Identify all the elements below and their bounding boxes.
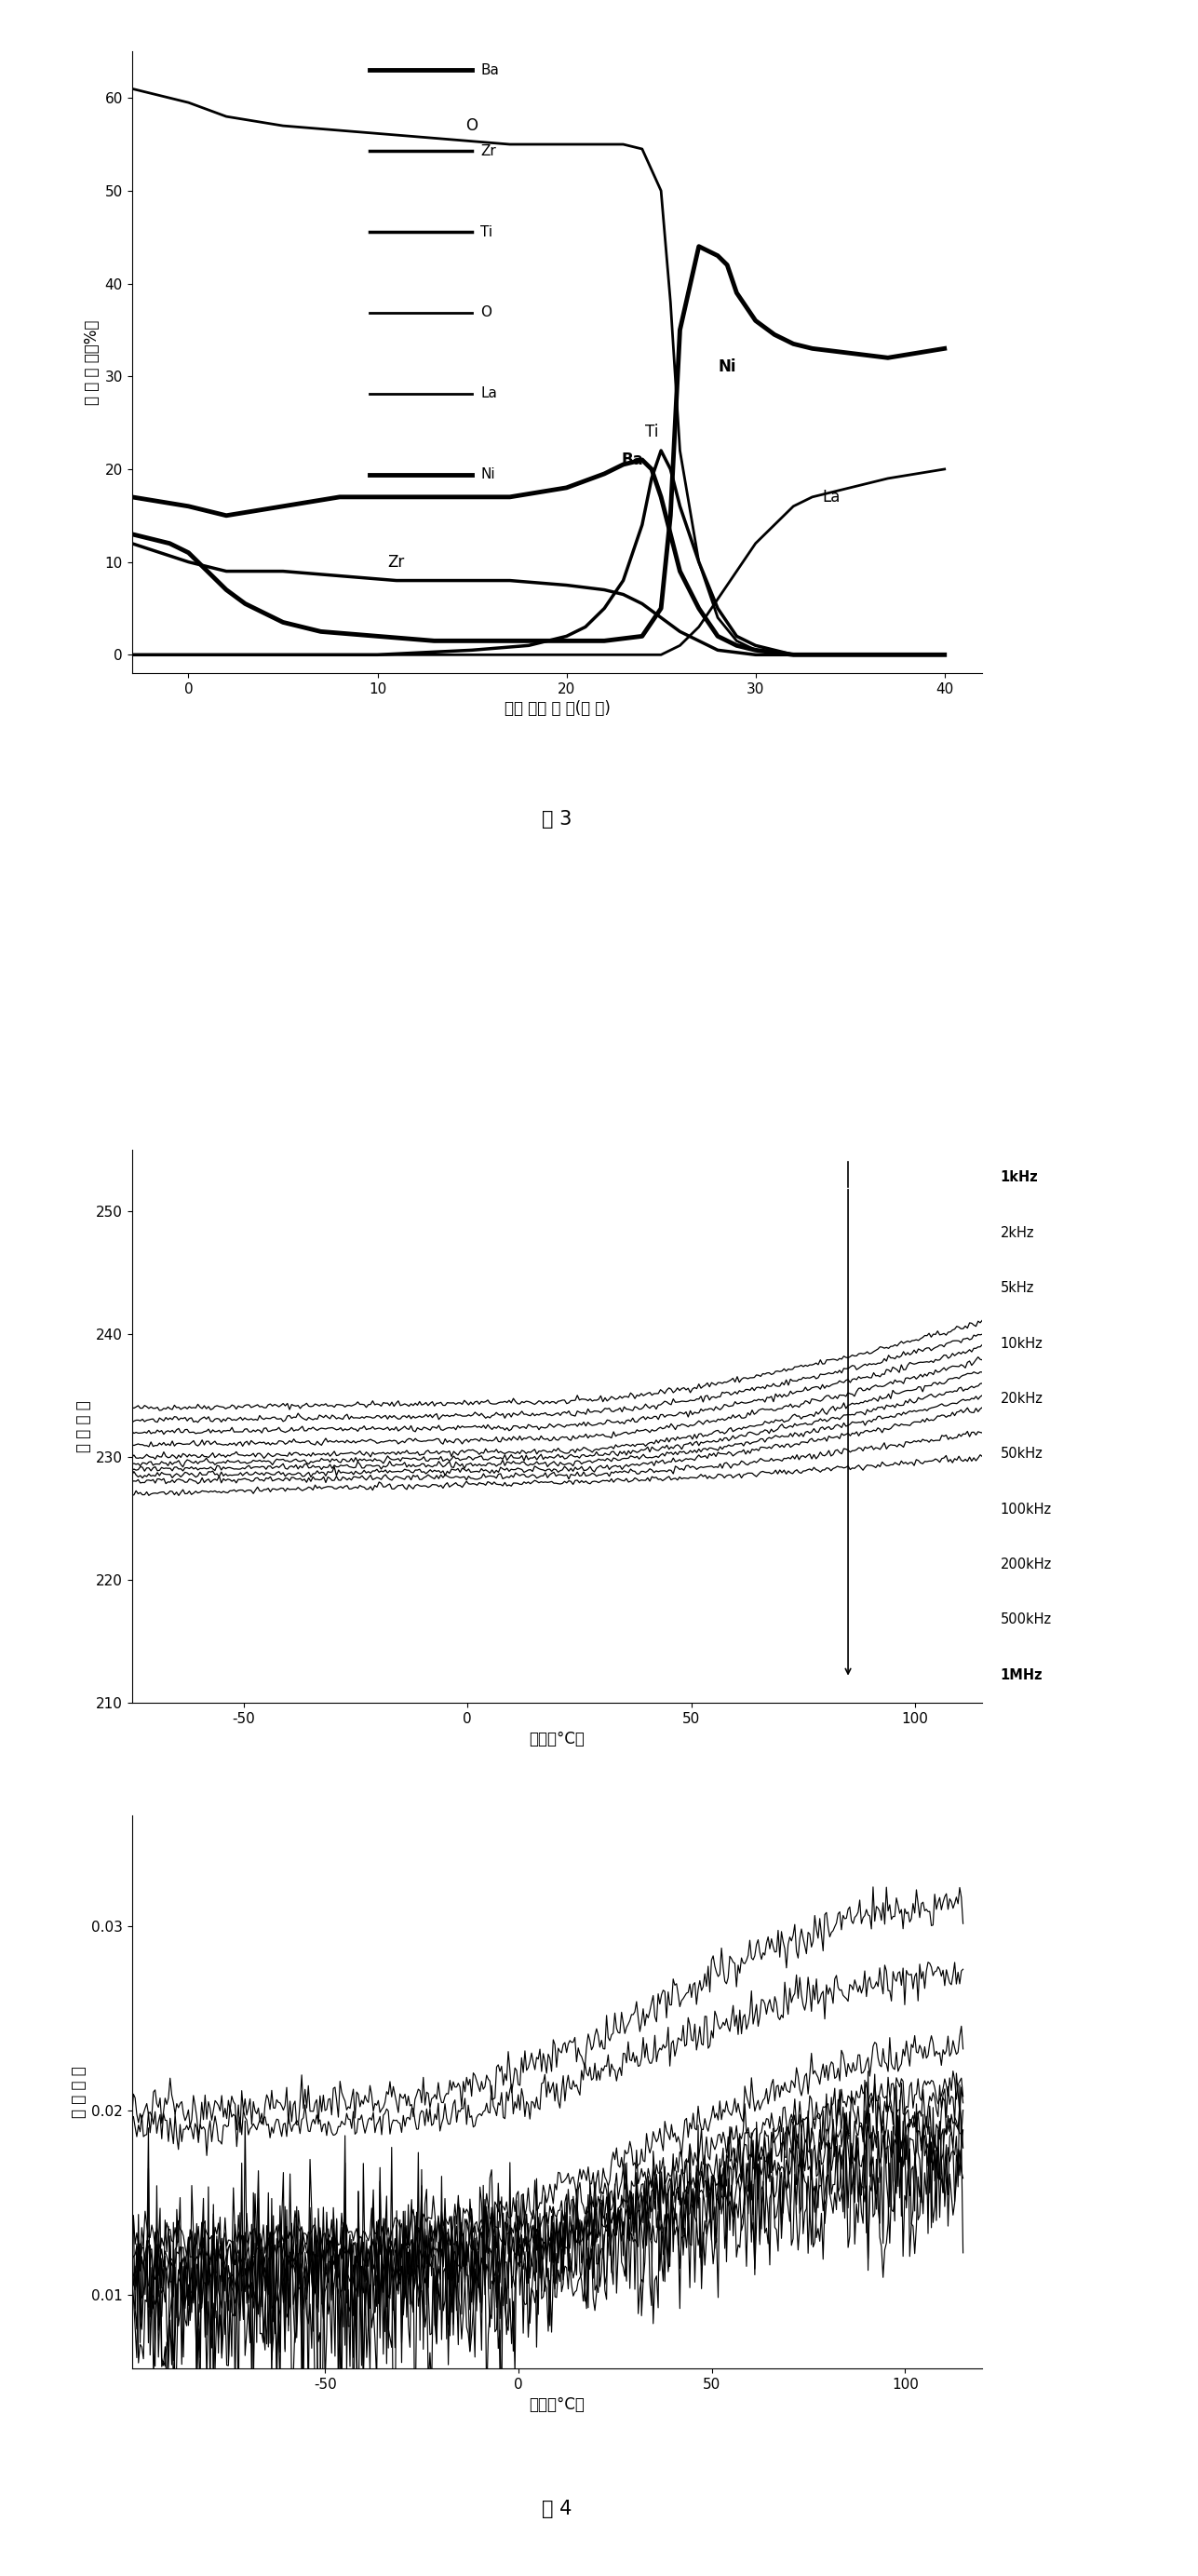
Text: Ba: Ba	[480, 64, 500, 77]
Text: O: O	[466, 118, 478, 134]
Text: 500kHz: 500kHz	[1000, 1613, 1052, 1628]
X-axis label: 离子 减薄 时 间(分 钟): 离子 减薄 时 间(分 钟)	[504, 701, 610, 716]
Text: Ba: Ba	[622, 451, 643, 469]
Text: La: La	[480, 386, 497, 399]
Y-axis label: 介 电 捯 耗: 介 电 捯 耗	[71, 2066, 87, 2117]
Text: La: La	[822, 489, 840, 505]
Text: 20kHz: 20kHz	[1000, 1391, 1043, 1406]
Text: O: O	[480, 307, 491, 319]
Text: 100kHz: 100kHz	[1000, 1502, 1052, 1517]
Text: Zr: Zr	[388, 554, 405, 569]
Text: 5kHz: 5kHz	[1000, 1280, 1034, 1296]
Text: 图 3: 图 3	[541, 809, 573, 829]
X-axis label: 温度（°C）: 温度（°C）	[530, 2396, 585, 2414]
Text: 10kHz: 10kHz	[1000, 1337, 1043, 1350]
Text: 200kHz: 200kHz	[1000, 1558, 1052, 1571]
Y-axis label: 介 电 常 数: 介 电 常 数	[75, 1401, 92, 1453]
Text: Zr: Zr	[480, 144, 496, 157]
Text: 50kHz: 50kHz	[1000, 1448, 1043, 1461]
Text: Ti: Ti	[480, 224, 492, 240]
Text: Ti: Ti	[645, 422, 658, 440]
Text: 1kHz: 1kHz	[1000, 1170, 1039, 1185]
X-axis label: 温度（°C）: 温度（°C）	[530, 1731, 585, 1747]
Y-axis label: 原 子 浓 度（%）: 原 子 浓 度（%）	[84, 319, 101, 404]
Text: 1MHz: 1MHz	[1000, 1669, 1042, 1682]
Text: Ni: Ni	[718, 358, 737, 376]
Text: Ni: Ni	[480, 466, 495, 482]
Text: 2kHz: 2kHz	[1000, 1226, 1034, 1239]
Text: 图 4: 图 4	[541, 2499, 573, 2519]
